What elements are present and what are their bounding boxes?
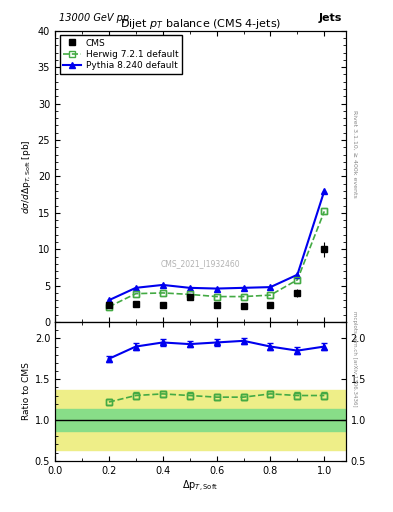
- Herwig 7.2.1 default: [160, 290, 165, 296]
- Y-axis label: $d\sigma/d\Delta{\rm p}_{T,\rm Soft}$ [pb]: $d\sigma/d\Delta{\rm p}_{T,\rm Soft}$ [p…: [21, 139, 33, 214]
- Bar: [55, 390, 346, 450]
- Herwig 7.2.1 default: [134, 291, 138, 297]
- Herwig 7.2.1 default: [107, 304, 111, 310]
- Text: CMS_2021_I1932460: CMS_2021_I1932460: [161, 259, 240, 268]
- Pythia 8.240 default: [107, 297, 111, 303]
- Title: Dijet $p_T$ balance (CMS 4-jets): Dijet $p_T$ balance (CMS 4-jets): [120, 16, 281, 31]
- X-axis label: $\Delta{\rm p}_{T,\rm Soft}$: $\Delta{\rm p}_{T,\rm Soft}$: [182, 478, 219, 494]
- Herwig 7.2.1 default: [268, 292, 273, 298]
- Pythia 8.240 default: [268, 284, 273, 290]
- Text: 13000 GeV pp: 13000 GeV pp: [59, 13, 129, 23]
- Y-axis label: Ratio to CMS: Ratio to CMS: [22, 362, 31, 420]
- Herwig 7.2.1 default: [295, 277, 300, 283]
- Line: Pythia 8.240 default: Pythia 8.240 default: [109, 191, 324, 300]
- Herwig 7.2.1 default: [241, 293, 246, 300]
- Pythia 8.240 default: [187, 285, 192, 291]
- Herwig 7.2.1 default: [322, 208, 327, 215]
- Line: Herwig 7.2.1 default: Herwig 7.2.1 default: [109, 211, 324, 307]
- Text: Rivet 3.1.10, ≥ 400k events: Rivet 3.1.10, ≥ 400k events: [352, 110, 357, 198]
- Pythia 8.240 default: [214, 286, 219, 292]
- Bar: [55, 410, 346, 431]
- Herwig 7.2.1 default: [214, 293, 219, 300]
- Pythia 8.240 default: [134, 285, 138, 291]
- Pythia 8.240 default: [160, 282, 165, 288]
- Text: Jets: Jets: [319, 13, 342, 23]
- Pythia 8.240 default: [322, 188, 327, 194]
- Herwig 7.2.1 default: [187, 291, 192, 297]
- Legend: CMS, Herwig 7.2.1 default, Pythia 8.240 default: CMS, Herwig 7.2.1 default, Pythia 8.240 …: [59, 35, 182, 74]
- Text: mcplots.cern.ch [arXiv:1306.3436]: mcplots.cern.ch [arXiv:1306.3436]: [352, 311, 357, 406]
- Pythia 8.240 default: [295, 272, 300, 278]
- Pythia 8.240 default: [241, 285, 246, 291]
